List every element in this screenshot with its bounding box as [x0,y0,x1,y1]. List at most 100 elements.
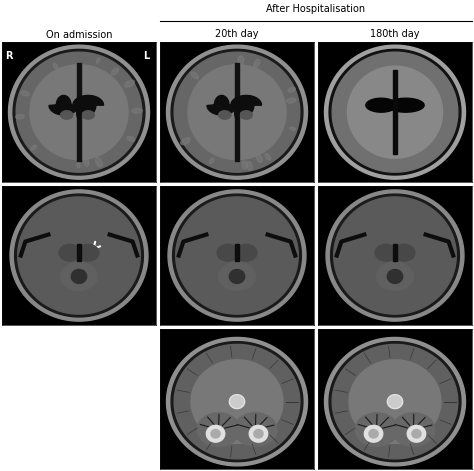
Polygon shape [197,413,240,447]
Polygon shape [231,96,262,115]
Text: 180th day: 180th day [370,29,420,39]
Polygon shape [30,65,128,160]
Polygon shape [82,111,94,119]
Polygon shape [16,52,142,172]
Polygon shape [329,341,461,462]
Polygon shape [369,430,378,438]
Polygon shape [329,49,461,175]
Polygon shape [217,244,238,261]
Polygon shape [249,425,268,442]
Polygon shape [174,344,300,459]
Bar [236,63,238,161]
Ellipse shape [287,98,296,103]
Ellipse shape [191,72,199,79]
Polygon shape [188,65,286,160]
Ellipse shape [246,162,252,171]
Ellipse shape [21,91,29,96]
Ellipse shape [254,59,260,68]
Polygon shape [77,244,99,261]
Ellipse shape [111,68,118,75]
Polygon shape [349,360,441,444]
Text: R: R [5,51,13,61]
Polygon shape [392,413,435,447]
Polygon shape [166,45,308,179]
Ellipse shape [265,154,271,160]
Text: 20th day: 20th day [215,29,259,39]
Ellipse shape [242,161,247,169]
Polygon shape [393,244,415,261]
Polygon shape [72,269,87,284]
Ellipse shape [210,158,214,163]
Text: On admission: On admission [46,30,112,40]
Polygon shape [61,111,73,119]
Polygon shape [191,360,283,444]
Polygon shape [387,269,402,284]
Polygon shape [332,344,458,459]
Polygon shape [166,337,308,466]
Ellipse shape [181,138,190,145]
Polygon shape [10,190,148,321]
Polygon shape [73,96,103,115]
Ellipse shape [84,158,89,166]
Polygon shape [15,194,143,317]
Polygon shape [174,52,300,172]
Text: L: L [143,51,149,61]
Polygon shape [171,341,303,462]
Ellipse shape [132,108,142,114]
Polygon shape [235,105,239,119]
Polygon shape [176,197,298,314]
Ellipse shape [290,127,295,130]
Polygon shape [377,262,413,291]
Polygon shape [18,197,140,314]
Polygon shape [9,45,149,179]
Ellipse shape [238,56,244,65]
Polygon shape [325,337,465,466]
Polygon shape [231,396,243,407]
Bar [392,244,397,261]
Polygon shape [13,49,145,175]
Bar [393,70,397,154]
Polygon shape [240,111,252,119]
Polygon shape [366,98,397,112]
Polygon shape [387,395,402,409]
Polygon shape [407,425,426,442]
Polygon shape [233,398,241,405]
Polygon shape [389,396,401,407]
Polygon shape [236,244,257,261]
Polygon shape [332,52,458,172]
Polygon shape [168,190,306,321]
Polygon shape [365,425,383,442]
Polygon shape [219,262,255,291]
Bar [77,244,82,261]
Polygon shape [347,66,443,158]
Ellipse shape [77,162,80,168]
Polygon shape [325,45,465,179]
Polygon shape [234,413,277,447]
Ellipse shape [125,80,135,87]
Ellipse shape [288,88,295,92]
Polygon shape [229,269,245,284]
Bar [235,244,239,261]
Polygon shape [326,190,464,321]
Polygon shape [219,111,231,119]
Bar [77,63,81,161]
Polygon shape [207,96,237,115]
Ellipse shape [31,145,36,150]
Polygon shape [387,98,424,112]
Polygon shape [412,430,421,438]
Text: After Hospitalisation: After Hospitalisation [266,4,365,14]
Polygon shape [206,425,225,442]
Polygon shape [61,262,97,291]
Ellipse shape [96,58,100,63]
Polygon shape [355,413,398,447]
Polygon shape [49,96,78,115]
Polygon shape [229,395,245,409]
Polygon shape [254,430,263,438]
Polygon shape [171,49,303,175]
Ellipse shape [16,114,24,119]
Polygon shape [375,244,397,261]
Polygon shape [211,430,220,438]
Ellipse shape [127,137,135,142]
Ellipse shape [54,63,58,69]
Polygon shape [334,197,456,314]
